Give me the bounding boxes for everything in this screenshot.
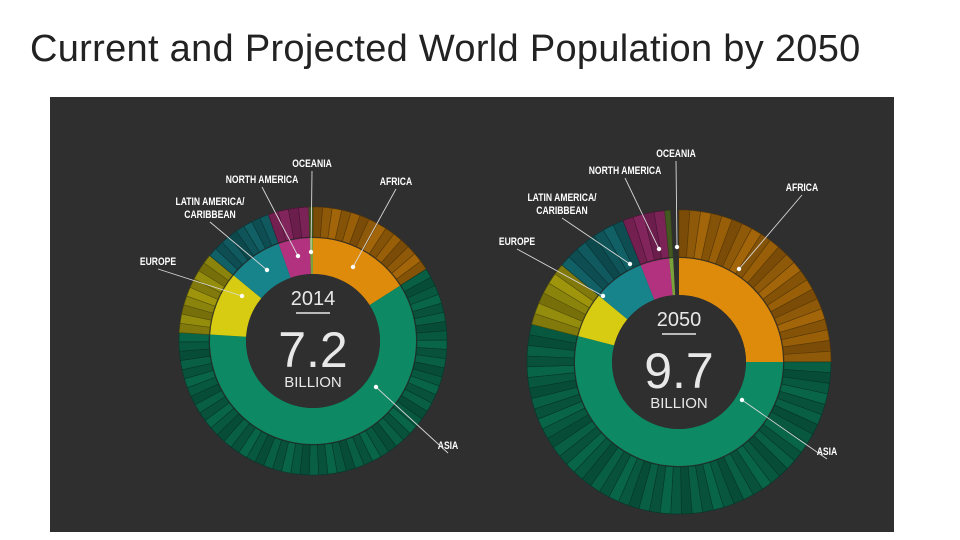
marker-asia-2014 [373,384,379,390]
slice-africa-2050 [679,258,783,362]
slice-latin-america-caribbean-2014 [233,243,291,299]
leader-africa-2014 [352,188,397,268]
slice-europe-2014 [210,275,262,337]
slice-latin-america-caribbean-2050 [598,265,655,320]
leader-latin-america-caribbean-2014 [209,221,268,271]
slide-title: Current and Projected World Population b… [30,28,861,70]
label-latin-america-caribbean-2050: LATIN AMERICA/CARIBBEAN [527,192,596,217]
label-europe-2014: EUROPE [140,256,177,268]
marker-latin-america-caribbean-2014 [264,267,270,273]
slice-europe-2050 [578,295,628,346]
marker-oceania-2014 [308,249,314,255]
marker-africa-2050 [736,266,742,272]
leader-oceania-2050 [675,160,678,248]
slice-north-america-2014 [278,238,311,278]
slice-north-america-2050 [640,258,673,300]
center-total-2050: 9.7 [644,343,714,399]
center-unit-2050: BILLION [650,395,708,412]
chart-panel: 2014 7.2 BILLION AFRICA ASIA EUROPE LATIN AMER… [50,97,894,532]
outer-segment-oceania-2014 [308,206,314,238]
center-total-2014: 7.2 [278,322,348,378]
slice-asia-2050 [574,336,783,466]
marker-europe-2014 [239,293,245,299]
label-oceania-2050: OCEANIA [656,148,696,160]
leader-oceania-2014 [310,170,313,253]
leader-north-america-2014 [261,186,299,257]
outer-segment-oceania-2050 [664,209,674,258]
marker-africa-2014 [350,264,356,270]
slice-africa-2014 [313,238,400,306]
center-unit-2014: BILLION [284,374,342,391]
marker-oceania-2050 [674,244,680,250]
label-north-america-2014: NORTH AMERICA [226,174,299,186]
label-oceania-2014: OCEANIA [292,158,332,170]
leader-latin-america-caribbean-2050 [561,217,631,265]
marker-latin-america-caribbean-2050 [627,261,633,267]
label-africa-2050: AFRICA [786,182,818,194]
leader-asia-2050 [741,399,828,460]
donut-hole-2014 [246,274,380,408]
label-asia-2014: ASIA [438,440,458,452]
leader-asia-2014 [375,386,449,454]
label-africa-2014: AFRICA [380,176,412,188]
slice-asia-2014 [210,285,416,444]
slice-oceania-2050 [669,258,676,296]
marker-asia-2050 [739,397,745,403]
marker-north-america-2050 [656,246,662,252]
center-year-2014: 2014 [291,288,336,310]
leader-africa-2050 [738,194,803,270]
leader-europe-2014 [157,268,243,297]
leader-europe-2050 [516,248,604,297]
label-europe-2050: EUROPE [499,236,536,248]
label-north-america-2050: NORTH AMERICA [589,165,662,177]
label-asia-2050: ASIA [817,446,837,458]
marker-europe-2050 [600,293,606,299]
center-year-2050: 2050 [657,309,702,331]
leader-north-america-2050 [624,177,660,250]
outer-segment-asia-2014 [308,444,319,476]
slice-oceania-2014 [309,238,313,275]
marker-north-america-2014 [295,253,301,259]
label-latin-america-caribbean-2014: LATIN AMERICA/CARIBBEAN [175,196,244,221]
donut-hole-2050 [612,295,746,429]
